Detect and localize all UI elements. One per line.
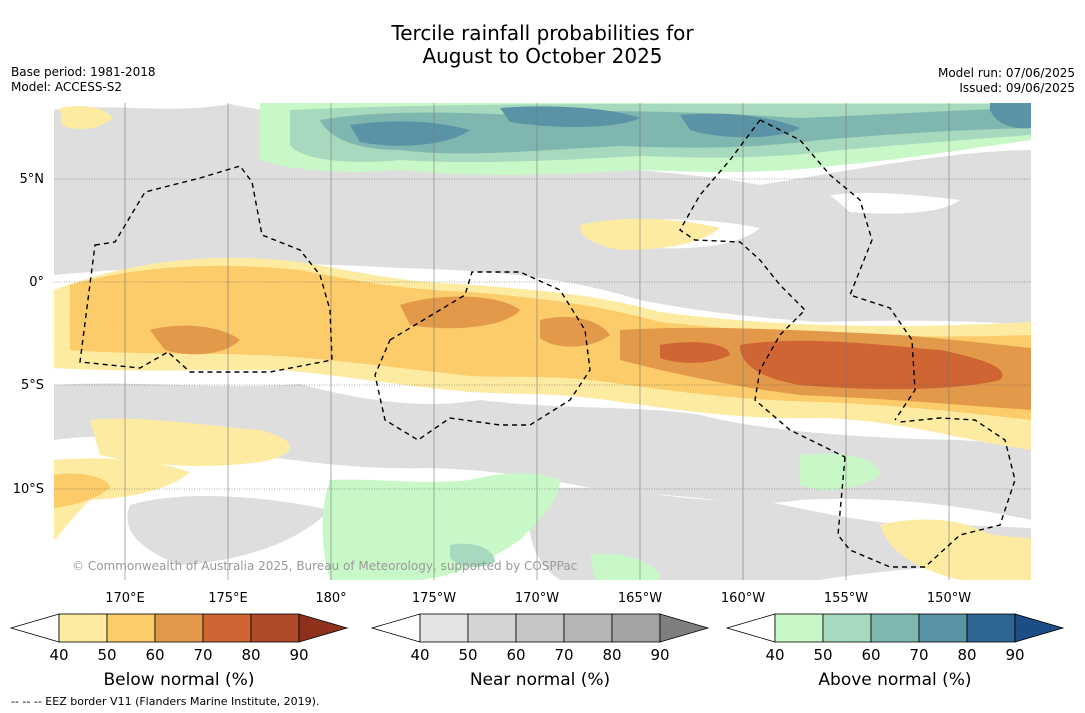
colorbar-tick-label: 70 — [909, 646, 928, 664]
below-normal-patch-sw-50 — [54, 473, 110, 508]
colorbar-tick-label: 60 — [145, 646, 164, 664]
model-run: Model run: 07/06/2025 — [937, 66, 1075, 80]
above-normal-south — [322, 473, 560, 580]
colorbar-segment — [419, 613, 469, 643]
above-normal-north-70-b — [500, 106, 640, 127]
lon-label: 165°W — [618, 591, 662, 606]
eez-borders — [79, 119, 1016, 568]
colorbar-tick-label: 60 — [506, 646, 525, 664]
above-normal-north-60 — [320, 108, 1031, 154]
colorbar-segment — [774, 613, 824, 643]
below-normal-patch-nw — [60, 106, 112, 130]
model-name: Model: ACCESS-S2 — [11, 80, 123, 94]
above-normal-south-east-b — [590, 553, 660, 580]
lon-label: 175°E — [208, 591, 248, 606]
lon-label: 155°W — [824, 591, 868, 606]
colorbar-1: 40 50 60 70 80 90 Below normal (%) — [9, 613, 349, 690]
colorbar-extend-low — [370, 613, 421, 643]
meta-right: Model run: 07/06/2025 Issued: 09/06/2025 — [938, 66, 1075, 96]
colorbar-extend-high — [1014, 613, 1065, 643]
colorbar-tick-label: 80 — [602, 646, 621, 664]
lon-label: 175°W — [412, 591, 456, 606]
below-normal-patch-se — [880, 519, 1031, 580]
issued-date: Issued: 09/06/2025 — [959, 81, 1075, 95]
colorbar-tick-label: 80 — [957, 646, 976, 664]
above-normal-north-70 — [350, 121, 470, 146]
colorbar-segment — [515, 613, 565, 643]
below-normal-patch-w — [90, 418, 290, 466]
above-normal-north-70-d — [990, 103, 1031, 129]
colorbar-segment — [250, 613, 300, 643]
colorbar-segment — [563, 613, 613, 643]
lat-label: 10°S — [13, 482, 44, 497]
meta-left: Base period: 1981-2018 Model: ACCESS-S2 — [11, 65, 156, 95]
colorbar-label: Below normal (%) — [104, 670, 255, 690]
lat-label: 5°N — [20, 172, 45, 187]
copyright-text: © Commonwealth of Australia 2025, Bureau… — [72, 559, 577, 573]
lat-label: 0° — [29, 275, 44, 290]
colorbar-segment — [870, 613, 920, 643]
colorbar-segment — [467, 613, 517, 643]
colorbar-segment — [918, 613, 968, 643]
below-normal-70 — [660, 342, 730, 363]
near-normal-band-south — [54, 383, 1031, 520]
colorbar-tick-label: 50 — [97, 646, 116, 664]
colorbar-segment — [58, 613, 108, 643]
colorbar-tick-label: 40 — [410, 646, 429, 664]
above-normal-south-50 — [450, 543, 495, 567]
below-normal-60-east — [540, 316, 610, 347]
lat-label: 5°S — [21, 378, 44, 393]
colorbar-tick-label: 70 — [554, 646, 573, 664]
colorbar-label: Near normal (%) — [470, 670, 610, 690]
colorbar-tick-label: 50 — [458, 646, 477, 664]
base-period: Base period: 1981-2018 — [11, 65, 156, 79]
colorbar-extend-high — [659, 613, 710, 643]
colorbar-segment — [966, 613, 1016, 643]
colorbar-segment — [611, 613, 661, 643]
lon-label: 160°W — [721, 591, 765, 606]
below-normal-60-west — [150, 325, 240, 355]
colorbar-tick-label: 80 — [241, 646, 260, 664]
lon-label: 170°E — [105, 591, 145, 606]
colorbar-segment — [154, 613, 204, 643]
colorbar-extend-high — [298, 613, 349, 643]
longitude-labels: 170°E 175°E 180° 175°W 170°W 165°W 160°W… — [105, 591, 971, 606]
eez-legend-note: -- -- -- EEZ border V11 (Flanders Marine… — [11, 695, 320, 708]
colorbar-tick-label: 70 — [193, 646, 212, 664]
colorbar-tick-label: 60 — [861, 646, 880, 664]
map-title-line2: August to October 2025 — [422, 44, 663, 68]
lon-label: 180° — [315, 591, 346, 606]
colorbar-segment — [202, 613, 252, 643]
colorbar-tick-label: 50 — [813, 646, 832, 664]
colorbar-extend-low — [9, 613, 60, 643]
colorbar-segment — [106, 613, 156, 643]
above-normal-north-70-c — [680, 113, 800, 138]
colorbar-segment — [822, 613, 872, 643]
map-title: Tercile rainfall probabilities for Augus… — [0, 22, 1085, 68]
below-normal-70-east — [740, 340, 1003, 390]
colorbar-3: 40 50 60 70 80 90 Above normal (%) — [725, 613, 1065, 690]
lon-label: 150°W — [927, 591, 971, 606]
colorbar-extend-low — [725, 613, 776, 643]
colorbars: 40 50 60 70 80 90 Below normal (%) 40 50 60 70 80 90… — [9, 613, 1065, 690]
lon-label: 170°W — [515, 591, 559, 606]
colorbar-tick-label: 40 — [765, 646, 784, 664]
map-fields: © Commonwealth of Australia 2025, Bureau… — [54, 103, 1031, 580]
colorbar-tick-label: 90 — [650, 646, 669, 664]
colorbar-tick-label: 40 — [49, 646, 68, 664]
latitude-labels: 5°N 0° 5°S 10°S — [13, 172, 44, 497]
above-normal-south-east — [800, 453, 880, 491]
colorbar-tick-label: 90 — [289, 646, 308, 664]
colorbar-tick-label: 90 — [1005, 646, 1024, 664]
below-normal-patch-n — [580, 218, 720, 250]
map-title-line1: Tercile rainfall probabilities for — [391, 21, 694, 45]
below-normal-60-central — [400, 296, 520, 329]
near-normal-patch-sw — [127, 495, 330, 565]
colorbar-2: 40 50 60 70 80 90 Near normal (%) — [370, 613, 710, 690]
colorbar-label: Above normal (%) — [818, 670, 971, 690]
